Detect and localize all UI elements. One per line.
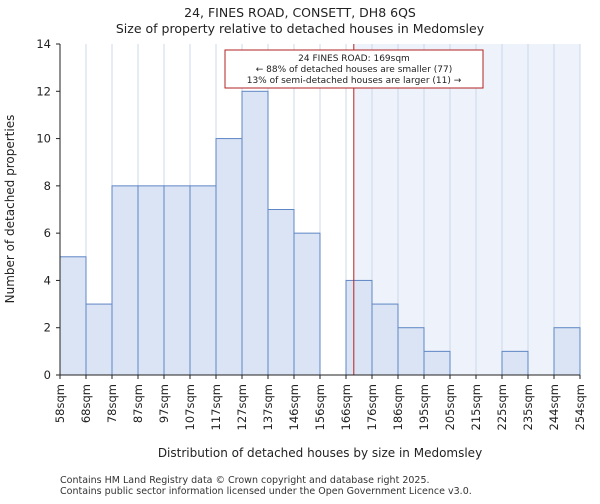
x-tick-label: 107sqm bbox=[183, 384, 197, 430]
y-tick-label: 6 bbox=[44, 226, 51, 240]
histogram-bar bbox=[371, 303, 399, 376]
x-tick-label: 78sqm bbox=[105, 384, 119, 423]
x-tick-label: 176sqm bbox=[365, 384, 379, 430]
y-tick-label: 0 bbox=[44, 368, 51, 382]
y-tick-label: 12 bbox=[36, 84, 51, 98]
x-tick-labels: 58sqm 68sqm 78sqm 87sqm 97sqm 107sqm 117sqm 127… bbox=[53, 375, 587, 430]
x-tick-label: 225sqm bbox=[495, 384, 509, 430]
histogram-bar bbox=[501, 350, 529, 376]
histogram-bar bbox=[111, 185, 139, 376]
x-tick-label: 244sqm bbox=[547, 384, 561, 430]
y-axis-label: Number of detached properties bbox=[3, 115, 17, 304]
histogram-bar bbox=[137, 185, 165, 376]
x-tick-label: 186sqm bbox=[391, 384, 405, 430]
annotation-line-3: 13% of semi-detached houses are larger (… bbox=[247, 76, 462, 86]
x-tick-label: 166sqm bbox=[339, 384, 353, 430]
histogram-bar bbox=[59, 256, 87, 376]
x-tick-label: 205sqm bbox=[443, 384, 457, 430]
annotation-line-1: 24 FINES ROAD: 169sqm bbox=[298, 54, 410, 64]
x-tick-label: 156sqm bbox=[313, 384, 327, 430]
footer-line-2: Contains public sector information licen… bbox=[60, 486, 472, 497]
y-tick-label: 10 bbox=[36, 132, 51, 146]
histogram-bar bbox=[553, 327, 581, 376]
x-tick-label: 97sqm bbox=[157, 384, 171, 423]
annotation-box bbox=[224, 49, 484, 89]
histogram-bar bbox=[163, 185, 191, 376]
x-tick-label: 195sqm bbox=[417, 384, 431, 430]
x-tick-label: 58sqm bbox=[53, 384, 67, 423]
x-tick-label: 137sqm bbox=[261, 384, 275, 430]
x-tick-label: 235sqm bbox=[521, 384, 535, 430]
y-tick-label: 8 bbox=[44, 179, 51, 193]
histogram-bar bbox=[85, 303, 113, 376]
y-tick-labels: 0 2 4 6 8 10 12 14 bbox=[36, 37, 60, 382]
bars-layer bbox=[59, 90, 581, 376]
histogram-bar bbox=[215, 138, 243, 376]
x-tick-label: 254sqm bbox=[573, 384, 587, 430]
x-tick-label: 127sqm bbox=[235, 384, 249, 430]
y-tick-label: 14 bbox=[36, 37, 51, 51]
histogram-bar bbox=[345, 279, 373, 376]
y-tick-label: 4 bbox=[44, 273, 51, 287]
footer-line-1: Contains HM Land Registry data © Crown c… bbox=[60, 475, 430, 486]
x-tick-label: 117sqm bbox=[209, 384, 223, 430]
histogram-bar bbox=[397, 327, 425, 376]
histogram-bar bbox=[189, 185, 217, 376]
chart-title: 24, FINES ROAD, CONSETT, DH8 6QS bbox=[184, 5, 416, 20]
histogram-bar bbox=[267, 209, 295, 376]
annotation-line-2: ← 88% of detached houses are smaller (77… bbox=[256, 65, 453, 75]
chart-subtitle: Size of property relative to detached ho… bbox=[116, 21, 485, 36]
x-tick-label: 68sqm bbox=[79, 384, 93, 423]
marker-annotation: 24 FINES ROAD: 169sqm ← 88% of detached … bbox=[224, 49, 484, 89]
histogram-bar bbox=[293, 232, 321, 376]
y-tick-label: 2 bbox=[44, 321, 51, 335]
x-tick-label: 215sqm bbox=[469, 384, 483, 430]
x-axis-label: Distribution of detached houses by size … bbox=[158, 446, 482, 460]
histogram-bar bbox=[423, 350, 451, 376]
x-tick-label: 146sqm bbox=[287, 384, 301, 430]
x-tick-label: 87sqm bbox=[131, 384, 145, 423]
histogram-bar bbox=[241, 90, 269, 376]
